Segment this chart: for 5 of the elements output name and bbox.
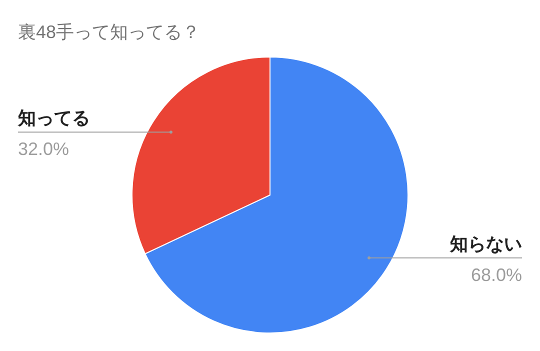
chart-title: 裏48手って知ってる？ (18, 22, 200, 42)
slice-label: 知ってる (17, 108, 90, 128)
slice-label: 知らない (449, 234, 522, 254)
data-label: 32.0% (18, 139, 70, 160)
data-label: 68.0% (470, 264, 522, 285)
